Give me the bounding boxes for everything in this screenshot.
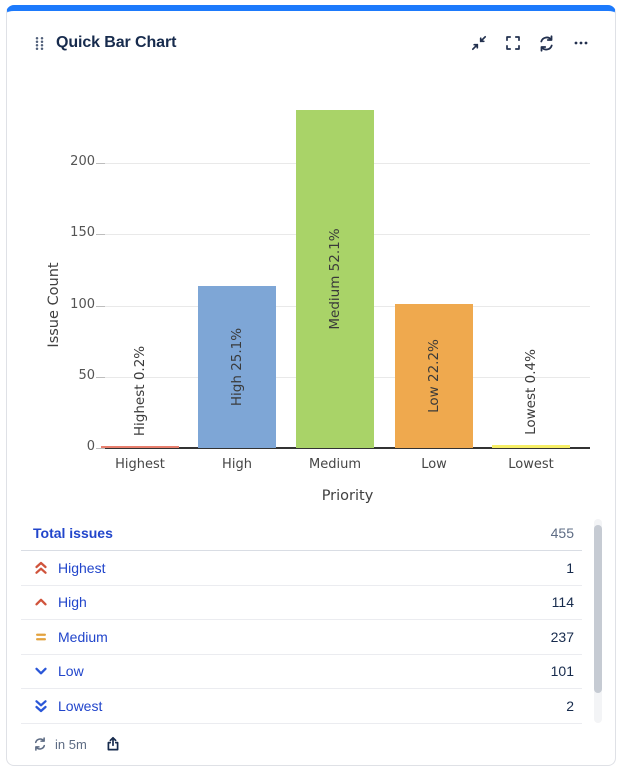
- table-row-medium: Medium 237: [21, 620, 582, 655]
- bar-medium[interactable]: [296, 110, 374, 448]
- priority-lowest-icon: [33, 698, 49, 714]
- bar-label: Lowest 0.4%: [523, 349, 539, 436]
- table-row-lowest: Lowest 2: [21, 689, 582, 724]
- x-tick-label: Lowest: [508, 457, 554, 472]
- bar-label: Highest 0.2%: [132, 345, 148, 437]
- table-scrollbar-track[interactable]: [594, 519, 602, 723]
- priority-high-icon: [33, 594, 49, 610]
- y-tick-label: 100: [70, 296, 95, 312]
- table-row-highest: Highest 1: [21, 551, 582, 586]
- priority-high-value: 114: [551, 594, 574, 611]
- bar-high[interactable]: [198, 285, 276, 448]
- x-tick-label: Highest: [115, 457, 165, 472]
- y-tick-label: 200: [70, 154, 95, 169]
- priority-lowest-link[interactable]: Lowest: [58, 697, 103, 714]
- priority-low-link[interactable]: Low: [58, 663, 84, 680]
- y-tick-mark: [96, 163, 105, 164]
- more-icon[interactable]: [572, 35, 589, 52]
- x-axis-line: [105, 447, 590, 449]
- expand-icon[interactable]: [504, 35, 521, 52]
- gadget-card: Quick Bar Chart: [6, 5, 616, 766]
- refresh-icon[interactable]: [538, 34, 555, 52]
- table-row-total: Total issues 455: [21, 516, 582, 551]
- y-tick-label: 150: [70, 225, 95, 241]
- bar-label: High 25.1%: [229, 327, 245, 406]
- refresh-countdown-label: in 5m: [55, 736, 87, 752]
- x-tick-label: Medium: [309, 457, 361, 472]
- x-tick-label: Low: [421, 457, 447, 472]
- bar-low[interactable]: [395, 304, 473, 448]
- priority-low-value: 101: [550, 663, 574, 680]
- x-axis-title: Priority: [321, 488, 374, 504]
- drag-handle-icon[interactable]: [33, 36, 46, 51]
- bar-lowest[interactable]: [492, 445, 570, 448]
- priority-medium-icon: [33, 629, 49, 645]
- y-tick-mark: [96, 448, 105, 449]
- refresh-countdown-icon[interactable]: [33, 737, 47, 751]
- bar-chart: 0 50 100 150 200 Highest 0.2% Highest High 25.1…: [7, 81, 615, 516]
- gadget-footer: in 5m: [33, 733, 121, 755]
- x-tick-label: High: [222, 457, 252, 472]
- table-row-high: High 114: [21, 586, 582, 620]
- priority-highest-value: 1: [566, 559, 574, 576]
- y-tick-mark: [96, 305, 105, 307]
- priority-high-link[interactable]: High: [58, 594, 87, 611]
- bar-label: Medium 52.1%: [327, 228, 343, 330]
- y-tick-mark: [96, 376, 105, 378]
- y-tick-mark: [96, 234, 105, 236]
- priority-low-icon: [33, 663, 49, 679]
- total-issues-link[interactable]: Total issues: [33, 525, 113, 541]
- priority-highest-link[interactable]: Highest: [58, 559, 106, 576]
- priority-medium-value: 237: [550, 628, 574, 645]
- gadget-title: Quick Bar Chart: [56, 34, 177, 51]
- table-scrollbar-thumb[interactable]: [594, 525, 602, 693]
- y-tick-label: 0: [86, 439, 95, 454]
- table-row-low: Low 101: [21, 655, 582, 689]
- y-tick-label: 50: [78, 367, 95, 383]
- y-axis-title: Issue Count: [46, 262, 62, 348]
- bar-label: Low 22.2%: [426, 339, 442, 413]
- priority-table: Total issues 455 Highest 1: [21, 516, 582, 724]
- priority-lowest-value: 2: [566, 697, 574, 714]
- bar-highest[interactable]: [101, 446, 179, 448]
- share-icon[interactable]: [105, 736, 121, 752]
- collapse-icon[interactable]: [470, 35, 487, 52]
- gadget-header: Quick Bar Chart: [7, 11, 615, 61]
- priority-highest-icon: [33, 560, 49, 576]
- total-issues-value: 455: [550, 525, 574, 541]
- priority-medium-link[interactable]: Medium: [58, 628, 108, 645]
